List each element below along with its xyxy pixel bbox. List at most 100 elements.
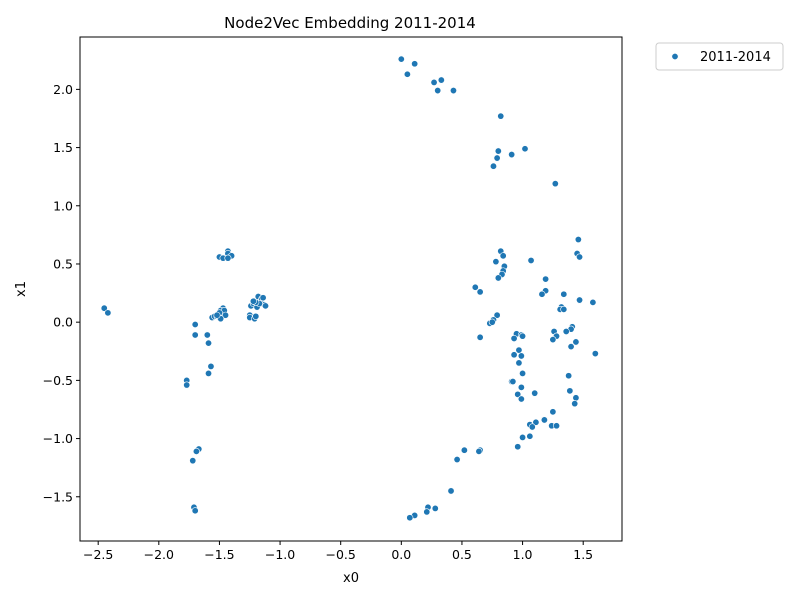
scatter-point <box>492 258 500 266</box>
scatter-point <box>100 304 108 312</box>
scatter-point <box>517 352 525 360</box>
y-tick-label: 1.5 <box>53 140 73 155</box>
scatter-point <box>540 416 548 424</box>
scatter-point <box>183 381 191 389</box>
scatter-point <box>515 346 523 354</box>
scatter-point <box>475 447 483 455</box>
scatter-point <box>562 327 570 335</box>
scatter-point <box>519 369 527 377</box>
scatter-point <box>447 487 455 495</box>
scatter-point <box>531 389 539 397</box>
scatter-point <box>499 252 507 260</box>
scatter-point <box>213 311 221 319</box>
scatter-point <box>205 369 213 377</box>
legend-marker <box>671 52 679 60</box>
y-tick-label: −1.5 <box>43 489 73 504</box>
x-axis: −2.5 −2.0 −1.5 −1.0 −0.5 0.0 0.5 1.0 1.5 <box>83 541 593 562</box>
chart-title: Node2Vec Embedding 2011-2014 <box>224 14 476 32</box>
scatter-point <box>476 333 484 341</box>
scatter-point <box>437 76 445 84</box>
scatter-point <box>403 70 411 78</box>
scatter-point <box>576 253 584 261</box>
x-tick-label: 1.0 <box>513 547 533 562</box>
scatter-point <box>488 318 496 326</box>
legend-label: 2011-2014 <box>700 50 771 65</box>
scatter-point <box>519 433 527 441</box>
x-tick-label: −1.0 <box>265 547 295 562</box>
y-axis-title: x1 <box>14 281 29 297</box>
scatter-point <box>514 443 522 451</box>
scatter-point <box>572 338 580 346</box>
y-tick-label: 1.0 <box>53 198 73 213</box>
scatter-point <box>430 78 438 86</box>
scatter-point <box>527 256 535 264</box>
scatter-point <box>589 298 597 306</box>
scatter-point <box>423 508 431 516</box>
legend-box <box>655 42 784 71</box>
scatter-point <box>476 288 484 296</box>
scatter-point <box>515 359 523 367</box>
scatter-point <box>222 311 230 319</box>
scatter-point <box>460 446 468 454</box>
scatter-point <box>411 60 419 68</box>
scatter-point <box>493 311 501 319</box>
scatter-point <box>510 351 518 359</box>
legend: 2011-2014 <box>655 42 784 71</box>
scatter-point <box>471 283 479 291</box>
scatter-point <box>259 294 267 302</box>
scatter-point <box>574 236 582 244</box>
scatter-point <box>551 180 559 188</box>
scatter-point <box>431 504 439 512</box>
x-tick-label: 0.5 <box>452 547 472 562</box>
scatter-point <box>207 362 215 370</box>
scatter-point <box>191 321 199 329</box>
scatter-point <box>542 275 550 283</box>
y-tick-label: 0.0 <box>53 315 73 330</box>
scatter-point <box>538 290 546 298</box>
plot-frame <box>79 36 623 542</box>
scatter-point <box>560 305 568 313</box>
scatter-point <box>191 507 199 515</box>
scatter-point <box>494 147 502 155</box>
scatter-point <box>249 297 257 305</box>
scatter-point <box>406 514 414 522</box>
scatter-point <box>397 55 405 63</box>
x-tick-label: −1.5 <box>204 547 234 562</box>
scatter-point <box>571 400 579 408</box>
scatter-point <box>189 457 197 465</box>
scatter-point <box>566 387 574 395</box>
scatter-point <box>104 309 112 317</box>
scatter-point <box>434 87 442 95</box>
y-tick-label: 2.0 <box>53 82 73 97</box>
scatter-point <box>493 154 501 162</box>
scatter-point <box>572 394 580 402</box>
x-tick-label: −2.5 <box>83 547 113 562</box>
scatter-point <box>521 145 529 153</box>
scatter-point <box>262 302 270 310</box>
scatter-point <box>489 162 497 170</box>
y-axis: −1.5 −1.0 −0.5 0.0 0.5 1.0 1.5 2.0 <box>43 82 80 504</box>
scatter-point <box>453 456 461 464</box>
scatter-point <box>549 408 557 416</box>
x-tick-label: 0.0 <box>391 547 411 562</box>
x-tick-label: −0.5 <box>326 547 356 562</box>
scatter-point <box>497 112 505 120</box>
scatter-point <box>549 336 557 344</box>
scatter-point <box>526 432 534 440</box>
plot-area <box>100 55 599 522</box>
scatter-point <box>191 331 199 339</box>
scatter-point <box>192 447 200 455</box>
scatter-point <box>203 331 211 339</box>
scatter-point <box>224 254 232 262</box>
scatter-point <box>509 378 517 386</box>
scatter-point <box>510 334 518 342</box>
scatter-point <box>576 296 584 304</box>
scatter-point <box>560 290 568 298</box>
scatter-point <box>519 332 527 340</box>
x-tick-label: −2.0 <box>144 547 174 562</box>
scatter-point <box>508 151 516 159</box>
y-tick-label: 0.5 <box>53 256 73 271</box>
scatter-point <box>532 418 540 426</box>
